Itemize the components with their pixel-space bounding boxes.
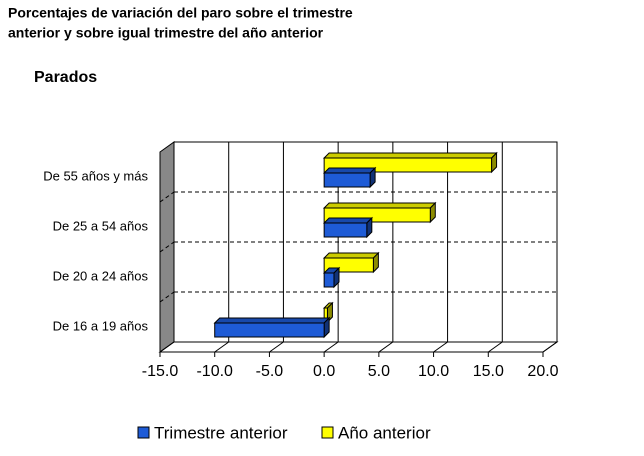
legend-label: Trimestre anterior — [154, 423, 288, 442]
separator — [159, 291, 175, 303]
grid-line — [487, 341, 503, 353]
bar — [323, 172, 371, 188]
y-tick-label: De 20 a 24 años — [53, 268, 149, 283]
bar — [214, 322, 325, 338]
bar-depth — [322, 167, 377, 174]
grid-line — [323, 341, 339, 353]
grid-line — [269, 341, 284, 353]
y-tick-label: De 25 a 54 años — [53, 218, 149, 233]
x-tick-label: 20.0 — [527, 363, 558, 380]
chart-subtitle: Parados — [34, 69, 97, 86]
legend-swatch — [321, 426, 334, 439]
x-tick-label: -5.0 — [256, 363, 284, 380]
bar-depth — [213, 317, 331, 324]
legend-label: Año anterior — [338, 423, 431, 442]
floor — [158, 341, 559, 353]
separator — [159, 241, 175, 253]
y-tick-label: De 16 a 19 años — [53, 318, 149, 333]
grid-line — [542, 341, 558, 353]
chart-title: anterior y sobre igual trimestre del año… — [8, 25, 324, 41]
separator — [159, 191, 175, 203]
x-tick-label: 5.0 — [368, 363, 390, 380]
grid-line — [214, 341, 230, 353]
x-tick-label: 0.0 — [313, 363, 335, 380]
bar-depth — [322, 217, 374, 224]
x-tick-label: -10.0 — [196, 363, 233, 380]
y-tick-label: De 55 años y más — [43, 168, 148, 183]
grid-line — [433, 341, 448, 353]
grid-line — [159, 341, 175, 353]
x-tick-label: -15.0 — [142, 363, 179, 380]
x-tick-label: 10.0 — [418, 363, 449, 380]
legend-swatch — [137, 426, 150, 439]
bar — [323, 272, 335, 288]
x-tick-label: 15.0 — [473, 363, 504, 380]
chart-title: Porcentajes de variación del paro sobre … — [8, 5, 353, 21]
grid-line — [378, 341, 394, 353]
bar — [323, 222, 368, 238]
bar-depth — [322, 152, 498, 159]
bar-depth — [322, 252, 380, 259]
bar-depth — [322, 202, 437, 209]
